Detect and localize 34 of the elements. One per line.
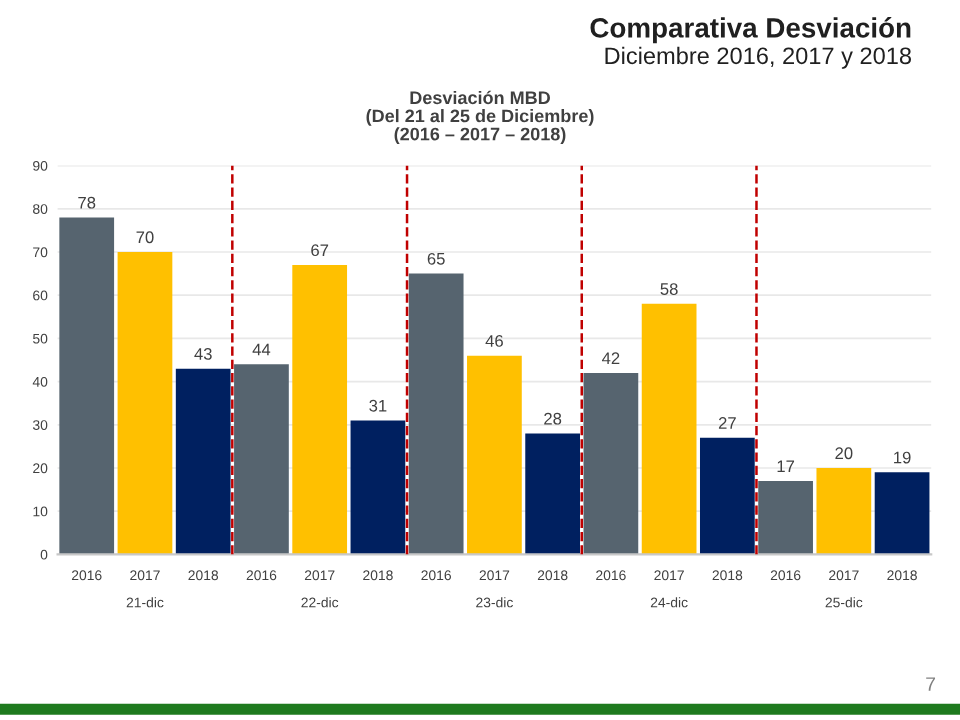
bar — [350, 420, 406, 555]
data-label: 44 — [252, 343, 271, 356]
data-label: 19 — [894, 451, 911, 464]
data-label: 70 — [136, 231, 154, 244]
data-label: 27 — [718, 417, 736, 429]
data-label: 65 — [427, 252, 445, 265]
bar — [117, 252, 173, 555]
bar — [699, 437, 755, 555]
text: Desviación MBD (Del 21 al 25 de Diciembre) (2016 – 2017 – 2018) — [366, 90, 594, 144]
data-label: 20 — [835, 447, 853, 460]
bar — [816, 468, 872, 555]
bar — [175, 368, 231, 555]
data-label: 31 — [369, 399, 387, 412]
text: 7 — [926, 677, 936, 691]
bar — [467, 355, 522, 555]
bar — [525, 433, 581, 555]
chart-title: Comparativa Desviación — [590, 17, 911, 44]
bar — [292, 264, 348, 555]
data-label: 42 — [601, 352, 620, 364]
data-label: 43 — [194, 347, 212, 360]
bar — [758, 480, 813, 555]
data-label: 17 — [777, 460, 795, 472]
bar — [874, 472, 930, 555]
bar — [59, 217, 115, 555]
data-label: 46 — [485, 335, 503, 347]
bar — [234, 364, 289, 555]
chart-subtitle: Diciembre 2016, 2017 y 2018 — [605, 46, 911, 69]
bar — [408, 273, 464, 555]
data-label: 67 — [311, 244, 329, 257]
data-label: 78 — [78, 196, 96, 209]
data-label: 58 — [660, 283, 678, 295]
bar — [583, 372, 639, 555]
bar — [641, 303, 697, 555]
data-label: 28 — [544, 412, 562, 425]
